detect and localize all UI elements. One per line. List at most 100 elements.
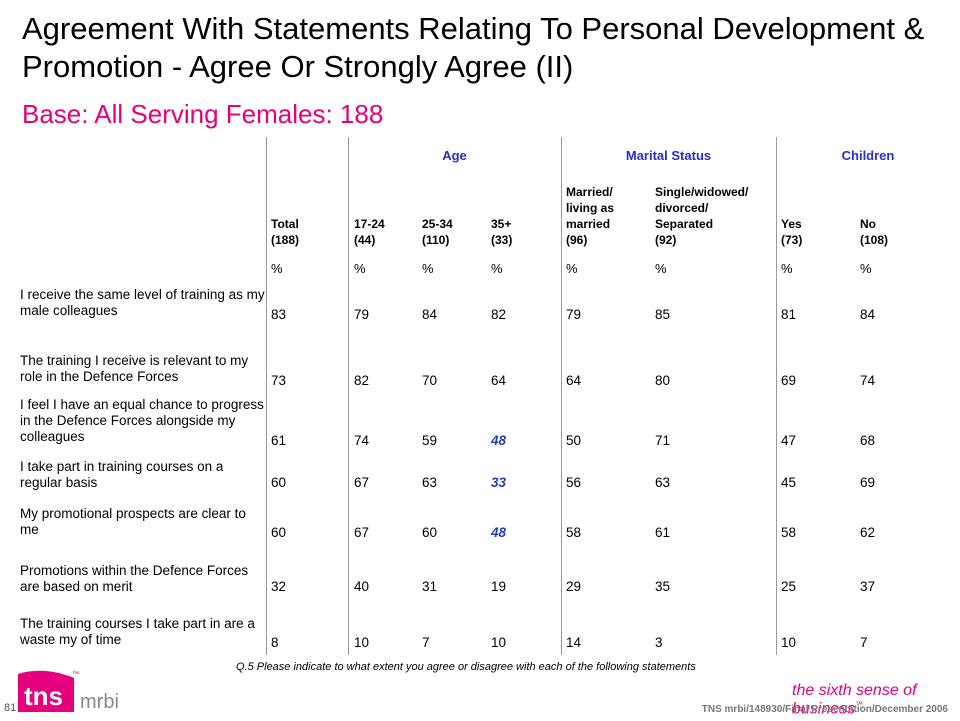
table-cell: 74 [354,433,370,448]
column-header: Married/living as married (96) [566,184,614,248]
table-cell: 63 [655,475,671,490]
column-header-line: (44) [354,233,376,247]
table-cell: 10 [781,635,797,650]
table-cell: 84 [860,307,876,322]
table-cell: 83 [271,307,287,322]
column-header-line: 17-24 [354,217,385,231]
divider-line [776,137,777,655]
divider-line [561,137,562,655]
table-cell: 61 [655,525,671,540]
column-header-line: Total [271,217,299,231]
tagline: the sixth sense of business™ [792,682,960,718]
column-header: Single/widowed/divorced/Separated (92) [655,184,748,248]
column-header-line: Married/ [566,185,613,199]
group-header-children: Children [841,148,895,163]
table-cell: 47 [781,433,797,448]
group-header-marital-status: Marital Status [625,148,712,163]
table-cell: 79 [566,307,582,322]
table-cell: 19 [491,579,507,594]
percent-symbol: % [860,261,872,276]
table-cell: 50 [566,433,582,448]
row-label: I receive the same level of training as … [20,287,265,318]
tns-mrbi-logo: tns ™ mrbi [14,668,144,716]
table-cell: 85 [655,307,671,322]
column-header-line: (92) [655,233,677,247]
column-header-line: (73) [781,233,803,247]
table-cell: 10 [491,635,507,650]
column-header: 35+ (33) [491,216,512,248]
row-label: My promotional prospects are clear to me [20,506,246,537]
percent-symbol: % [566,261,578,276]
column-header-line: (96) [566,233,588,247]
table-cell: 81 [781,307,797,322]
column-header: No (108) [860,216,888,248]
table-cell: 84 [422,307,438,322]
table-cell: 62 [860,525,876,540]
percent-symbol: % [271,261,283,276]
table-cell: 8 [271,635,279,650]
table-cell: 79 [354,307,370,322]
table-cell: 29 [566,579,582,594]
divider-line [348,137,349,655]
logo-trademark: ™ [72,671,79,678]
column-header-line: No [860,217,876,231]
percent-symbol: % [491,261,503,276]
column-header-line: (188) [271,233,300,247]
logo-secondary-text: mrbi [80,691,119,713]
group-header-age: Age [442,148,467,163]
table-cell: 31 [422,579,438,594]
page-subtitle: Base: All Serving Females: 188 [22,99,384,129]
table-cell: 10 [354,635,370,650]
column-header-line: married [566,217,611,231]
column-header-line: 35+ [491,217,512,231]
table-cell: 35 [655,579,671,594]
divider-line [266,137,267,655]
percent-symbol: % [655,261,667,276]
table-cell: 14 [566,635,582,650]
logo-primary-text: tns [24,681,63,711]
table-cell: 63 [422,475,438,490]
column-header-line: (110) [422,233,450,247]
logo-graphic: tns ™ mrbi [18,670,119,713]
tagline-text: the sixth sense of business [792,682,917,718]
table-cell: 70 [422,373,438,388]
table-cell: 58 [566,525,582,540]
table-cell: 74 [860,373,876,388]
table-cell: 69 [781,373,797,388]
column-header-line: Single/widowed/ [655,185,749,199]
column-header: Yes (73) [781,216,802,248]
percent-symbol: % [422,261,434,276]
table-cell: 58 [781,525,797,540]
column-header-line: divorced/ [655,201,709,215]
column-header-line: Yes [781,217,802,231]
table-cell: 64 [491,373,507,388]
tagline-trademark: ™ [855,700,864,709]
table-cell: 45 [781,475,797,490]
table-cell: 68 [860,433,876,448]
table-cell: 82 [354,373,370,388]
column-header-line: living as [566,201,615,215]
table-cell: 59 [422,433,438,448]
table-cell: 25 [781,579,797,594]
page-title: Agreement With Statements Relating To Pe… [22,11,925,84]
row-label: I feel I have an equal chance to progres… [20,397,264,444]
column-header: 25-34 (110) [422,216,453,248]
table-cell: 60 [422,525,438,540]
table-cell: 60 [271,475,287,490]
table-cell: 7 [860,635,868,650]
table-cell: 67 [354,475,370,490]
row-label: I take part in training courses on a reg… [20,459,224,490]
row-label: The training courses I take part in are … [20,616,255,647]
logo-mark-icon [18,670,74,712]
table-cell-highlighted: 48 [491,525,507,540]
table-cell: 60 [271,525,287,540]
table-cell: 37 [860,579,876,594]
table-cell-highlighted: 33 [491,475,507,490]
column-header-line: (33) [491,233,513,247]
presentation-reference: TNS mrbi/148930/Final Presentation/Decem… [701,704,948,715]
row-label: Promotions within the Defence Forces are… [20,563,249,594]
column-header: 17-24 (44) [354,216,385,248]
percent-symbol: % [781,261,793,276]
table-cell: 69 [860,475,876,490]
column-header-line: 25-34 [422,217,453,231]
